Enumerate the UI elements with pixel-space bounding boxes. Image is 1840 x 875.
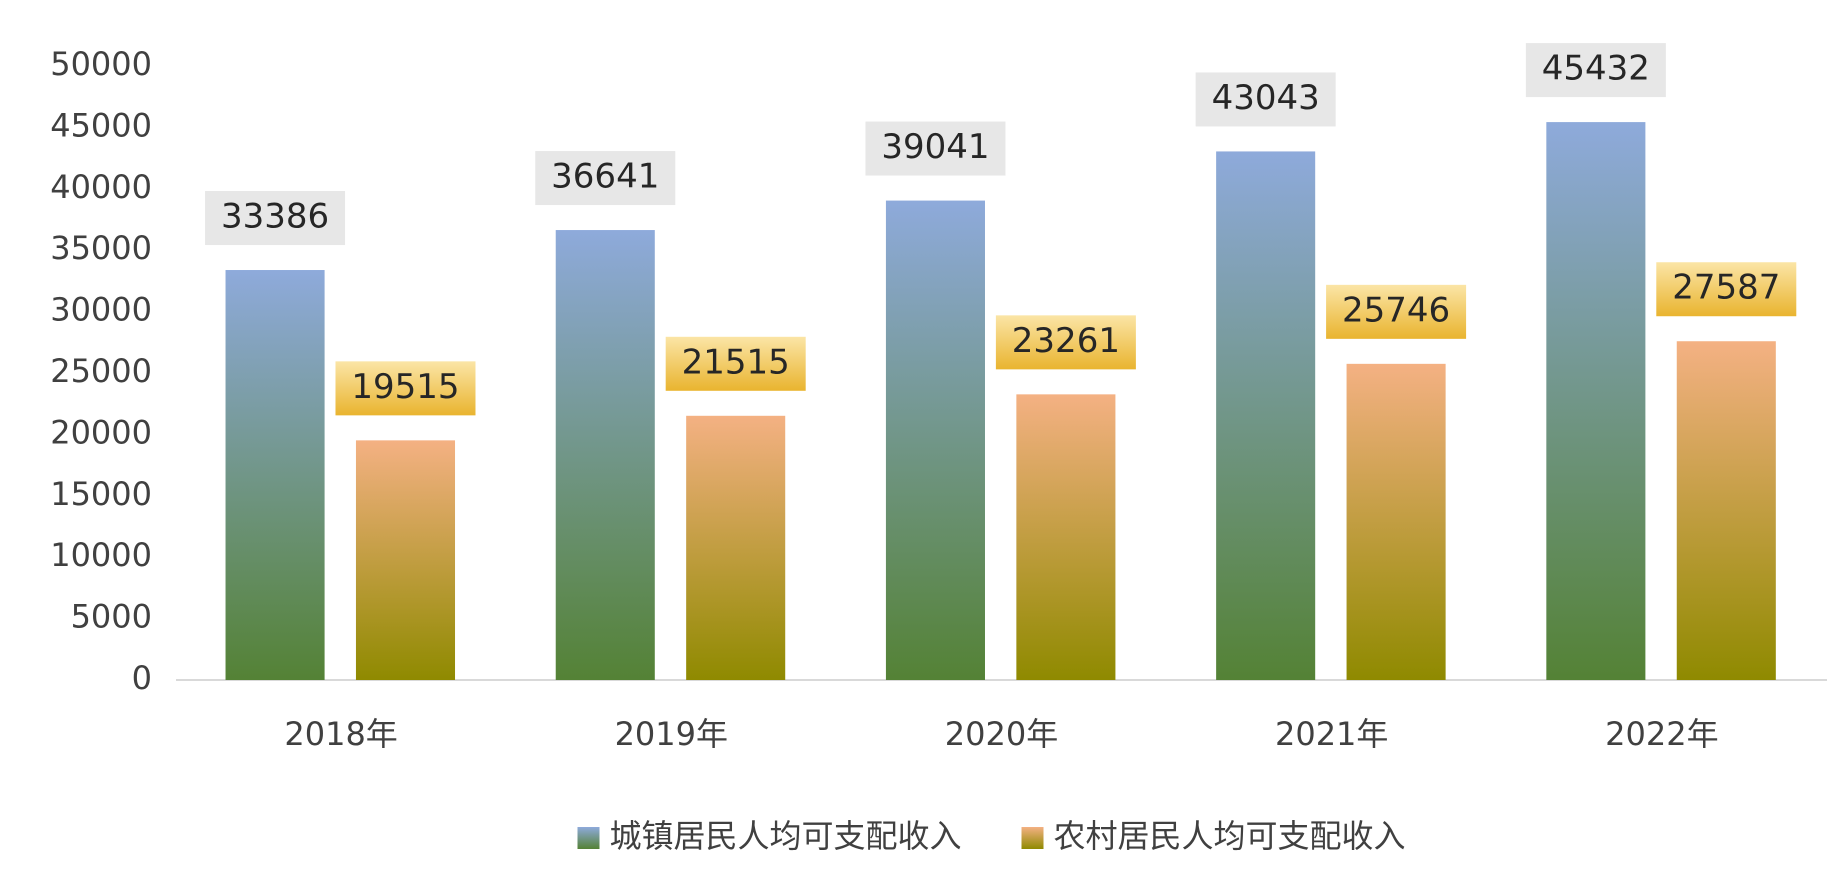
value-label-box <box>535 151 676 206</box>
value-label-box <box>335 361 476 416</box>
legend-swatch <box>1021 827 1044 849</box>
y-tick-label: 25000 <box>50 352 152 390</box>
y-tick-label: 15000 <box>50 475 152 513</box>
legend-swatch <box>577 827 600 849</box>
bar <box>1016 394 1116 680</box>
value-label: 25746 <box>1342 290 1450 330</box>
bar <box>555 230 655 680</box>
bar <box>885 200 985 680</box>
value-label-box <box>1195 72 1336 127</box>
y-tick-label: 0 <box>132 659 152 697</box>
value-label-box <box>1525 43 1666 98</box>
value-label: 27587 <box>1672 268 1780 308</box>
value-label-box <box>1326 284 1467 339</box>
y-tick-label: 20000 <box>50 413 152 451</box>
y-tick-label: 30000 <box>50 291 152 329</box>
value-label: 36641 <box>551 157 659 197</box>
y-tick-label: 5000 <box>71 598 152 636</box>
bar <box>686 415 786 680</box>
value-label: 39041 <box>881 127 989 167</box>
value-label: 21515 <box>682 342 790 382</box>
value-label: 33386 <box>221 197 329 237</box>
y-tick-label: 10000 <box>50 536 152 574</box>
value-label: 43043 <box>1212 78 1320 118</box>
x-tick-label: 2022年 <box>1605 715 1718 753</box>
bar <box>1216 151 1316 681</box>
y-tick-label: 35000 <box>50 229 152 267</box>
x-tick-label: 2021年 <box>1275 715 1388 753</box>
y-tick-label: 40000 <box>50 168 152 206</box>
value-label-box <box>865 121 1006 176</box>
legend-label: 农村居民人均可支配收入 <box>1054 817 1406 855</box>
value-label: 45432 <box>1542 49 1650 89</box>
legend-label: 城镇居民人均可支配收入 <box>610 817 962 855</box>
y-tick-label: 50000 <box>50 45 152 83</box>
value-label: 19515 <box>351 367 459 407</box>
value-label-box <box>205 191 346 246</box>
value-label-box <box>1656 262 1797 317</box>
value-label-box <box>665 336 806 391</box>
value-label-box <box>995 315 1136 370</box>
bar <box>225 270 325 680</box>
x-tick-label: 2018年 <box>284 715 397 753</box>
x-tick-label: 2020年 <box>945 715 1058 753</box>
bar <box>1676 341 1776 680</box>
bar <box>1346 363 1446 680</box>
x-tick-label: 2019年 <box>615 715 728 753</box>
bar <box>1546 122 1646 681</box>
y-tick-label: 45000 <box>50 106 152 144</box>
value-label: 23261 <box>1012 321 1120 361</box>
bar <box>355 440 456 680</box>
